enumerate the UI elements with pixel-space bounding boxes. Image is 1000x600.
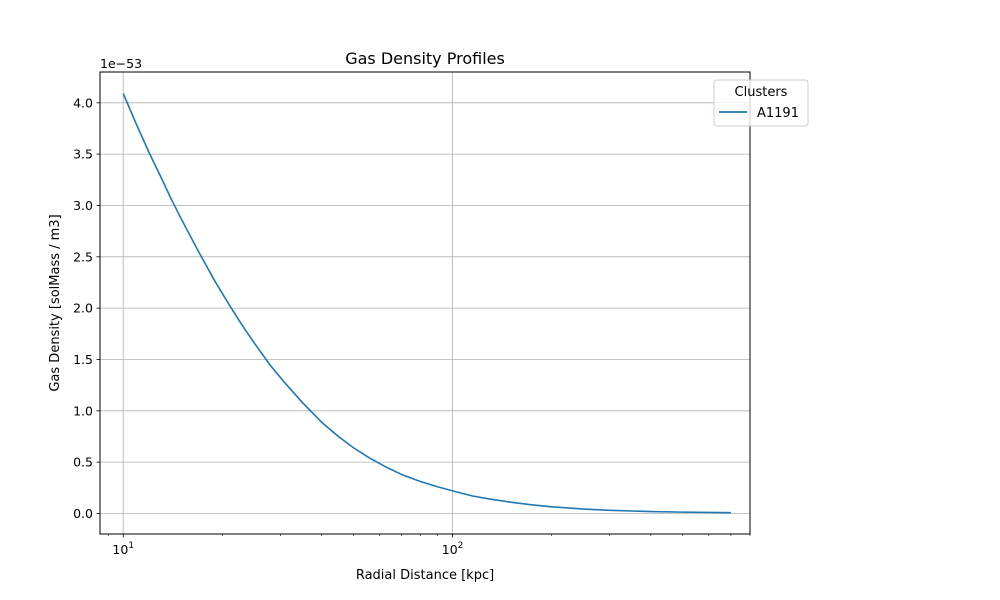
y-tick-label: 1.5	[73, 352, 93, 367]
y-tick-label: 3.0	[73, 198, 93, 213]
grid	[100, 72, 750, 534]
series-layer	[122, 93, 731, 514]
y-tick-label: 4.0	[73, 95, 93, 110]
y-tick-label: 0.0	[73, 506, 93, 521]
x-axis: 101 102	[107, 534, 751, 557]
y-tick-label: 1.0	[73, 403, 93, 418]
chart-title: Gas Density Profiles	[345, 49, 505, 68]
legend-frame	[713, 79, 809, 127]
y-axis-label: Gas Density [solMass / m3]	[48, 214, 63, 391]
legend: Clusters A1191	[713, 79, 809, 127]
y-offset-label: 1e−53	[100, 56, 142, 71]
legend-title: Clusters	[735, 85, 788, 100]
x-tick-label: 101	[112, 541, 134, 557]
plot-area-frame	[99, 71, 751, 535]
series-line-a1191	[122, 93, 731, 514]
x-tick-label: 102	[442, 541, 464, 557]
y-tick-label: 3.5	[73, 147, 93, 162]
y-tick-label: 0.5	[73, 455, 93, 470]
y-tick-label: 2.0	[73, 301, 93, 316]
y-tick-label: 2.5	[73, 249, 93, 264]
x-axis-label: Radial Distance [kpc]	[356, 568, 494, 583]
y-axis: 0.0 0.5 1.0 1.5 2.0 2.5 3.0 3.5 4.0	[73, 95, 100, 521]
legend-label-a1191: A1191	[757, 106, 799, 121]
